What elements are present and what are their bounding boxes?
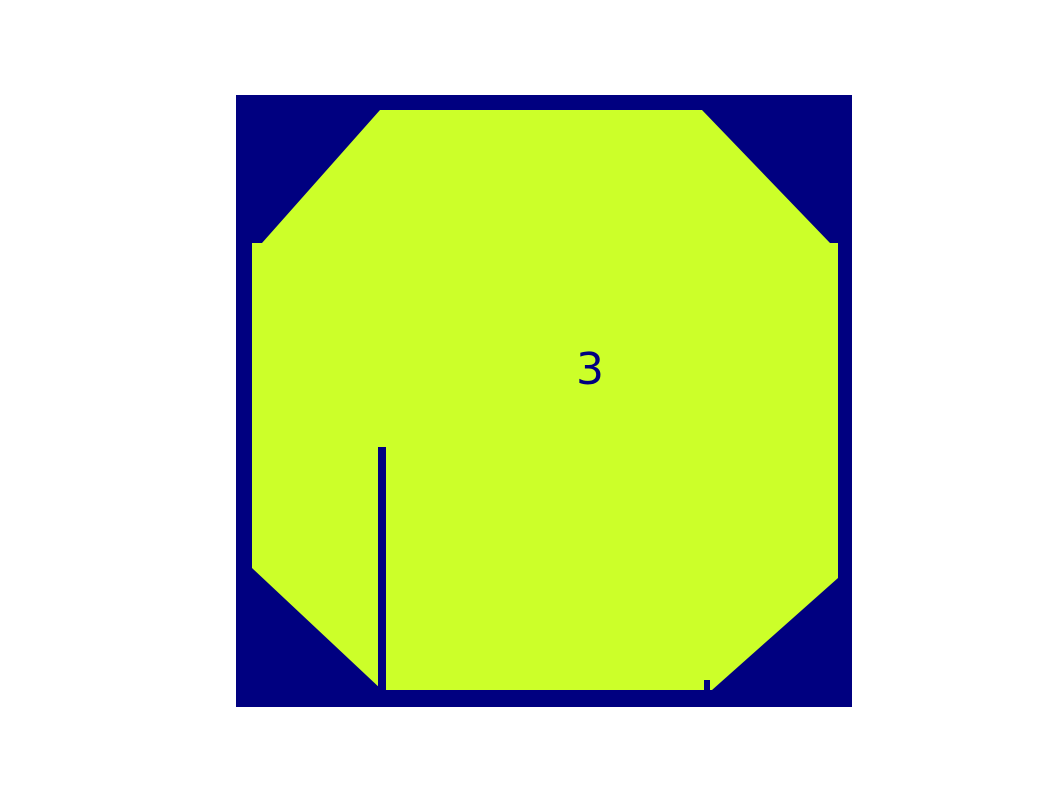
region-label: 3 xyxy=(576,344,604,395)
bottom-notch xyxy=(704,680,710,692)
octagon-region xyxy=(252,110,838,690)
slit-line xyxy=(378,447,386,692)
